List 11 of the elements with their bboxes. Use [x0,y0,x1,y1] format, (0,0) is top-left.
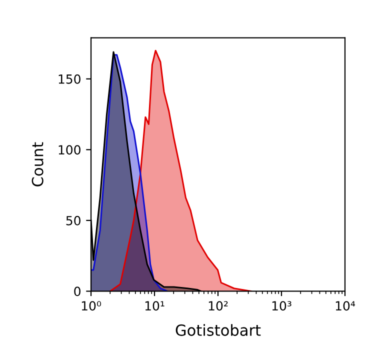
x-tick-label: 10³ [272,301,292,311]
y-tick-label: 50 [66,216,80,226]
x-tick-label: 10⁴ [336,301,356,311]
y-axis-title: Count [32,142,44,186]
y-tick-label: 0 [74,286,80,296]
y-tick-label: 150 [58,74,80,84]
x-axis-title: Gotistobart [176,324,261,336]
x-tick-label: 10² [208,301,228,311]
x-tick-label: 10⁰ [82,301,102,311]
y-tick-label: 100 [58,145,80,155]
x-tick-label: 10¹ [145,301,164,311]
